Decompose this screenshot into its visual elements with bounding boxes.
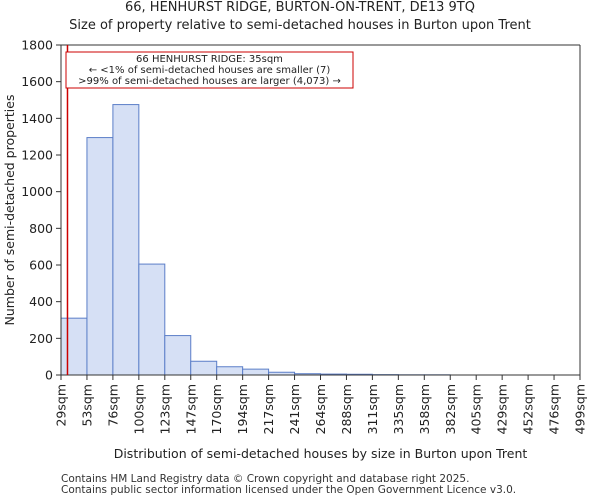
footer-licence: Contains public sector information licen… — [61, 484, 517, 496]
x-tick-label: 382sqm — [443, 384, 458, 434]
annotation-line-3: >99% of semi-detached houses are larger … — [78, 76, 341, 87]
x-tick-label: 147sqm — [183, 384, 198, 434]
y-tick-label: 1000 — [21, 184, 53, 199]
histogram-bar — [112, 104, 140, 376]
chart-subtitle: Size of property relative to semi-detach… — [69, 18, 531, 33]
x-tick-label: 288sqm — [339, 384, 354, 434]
annotation-box: 66 HENHURST RIDGE: 35sqm ← <1% of semi-d… — [65, 51, 354, 89]
x-tick-label: 29sqm — [54, 384, 69, 427]
y-tick-label: 1200 — [21, 148, 53, 163]
x-tick-label: 123sqm — [157, 384, 172, 434]
x-tick-label: 499sqm — [573, 384, 588, 434]
x-tick-label: 429sqm — [495, 384, 510, 434]
histogram-bar — [86, 137, 114, 376]
x-tick-label: 405sqm — [469, 384, 484, 434]
x-tick-label: 452sqm — [521, 384, 536, 434]
y-tick-label: 200 — [29, 331, 53, 346]
x-tick-label: 311sqm — [365, 384, 380, 434]
x-axis: 29sqm 53sqm 76sqm 100sqm 123sqm 147sqm 170sqm 1… — [54, 375, 588, 434]
histogram-bar — [164, 335, 192, 376]
x-tick-label: 217sqm — [261, 384, 276, 434]
x-axis-label: Distribution of semi-detached houses by … — [114, 446, 528, 461]
y-tick-label: 1800 — [21, 38, 53, 53]
x-tick-label: 76sqm — [105, 384, 120, 427]
x-tick-label: 241sqm — [287, 384, 302, 434]
y-axis-label: Number of semi-detached properties — [2, 95, 17, 326]
annotation-border — [65, 51, 354, 89]
x-tick-label: 170sqm — [209, 384, 224, 434]
footer-copyright: Contains HM Land Registry data © Crown c… — [61, 473, 470, 485]
y-axis: 0 200 400 600 800 1000 1200 1400 1600 1800 — [21, 38, 61, 383]
annotation-line-2: ← <1% of semi-detached houses are smalle… — [89, 65, 331, 76]
y-tick-label: 800 — [29, 221, 53, 236]
y-tick-label: 400 — [29, 294, 53, 309]
x-tick-label: 476sqm — [547, 384, 562, 434]
histogram-bar — [60, 317, 88, 376]
histogram-bar — [216, 366, 244, 376]
x-tick-label: 100sqm — [131, 384, 146, 434]
histogram-bar — [242, 368, 270, 376]
y-tick-label: 0 — [45, 368, 53, 383]
x-tick-label: 194sqm — [235, 384, 250, 434]
annotation-line-1: 66 HENHURST RIDGE: 35sqm — [136, 54, 283, 65]
y-tick-label: 1400 — [21, 111, 53, 126]
x-tick-label: 335sqm — [391, 384, 406, 434]
x-tick-label: 358sqm — [417, 384, 432, 434]
y-tick-label: 1600 — [21, 74, 53, 89]
chart-title: 66, HENHURST RIDGE, BURTON-ON-TRENT, DE1… — [125, 0, 475, 15]
y-tick-label: 600 — [29, 258, 53, 273]
x-tick-label: 264sqm — [313, 384, 328, 434]
x-tick-label: 53sqm — [79, 384, 94, 427]
bars-group — [60, 104, 451, 376]
histogram-bar — [138, 263, 166, 376]
histogram-bar — [190, 360, 218, 376]
